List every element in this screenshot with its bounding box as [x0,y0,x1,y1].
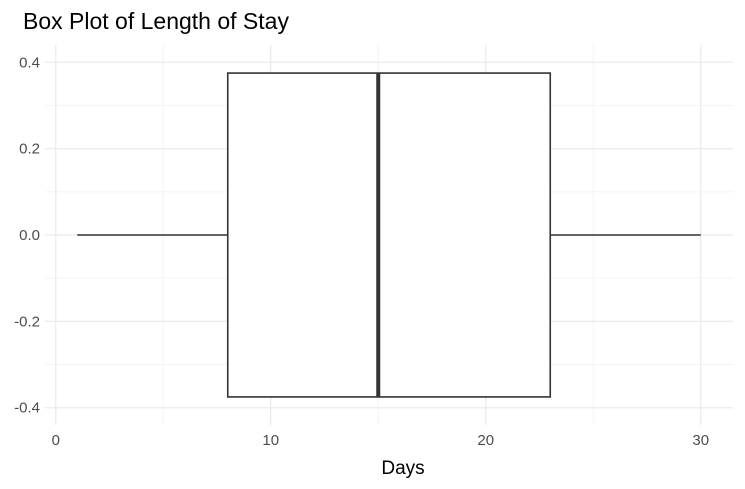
y-tick-label: -0.4 [14,400,40,417]
y-tick-label: -0.2 [14,313,40,330]
y-tick-label: 0.0 [19,227,40,244]
x-tick-label: 20 [477,432,494,449]
x-axis-title: Days [381,458,424,479]
chart-title: Box Plot of Length of Stay [23,8,289,34]
x-tick-label: 30 [692,432,709,449]
x-tick-label: 0 [52,432,60,449]
x-tick-label: 10 [262,432,279,449]
box-iqr [226,72,552,398]
y-tick-label: 0.4 [19,54,40,71]
y-tick-label: 0.2 [19,141,40,158]
